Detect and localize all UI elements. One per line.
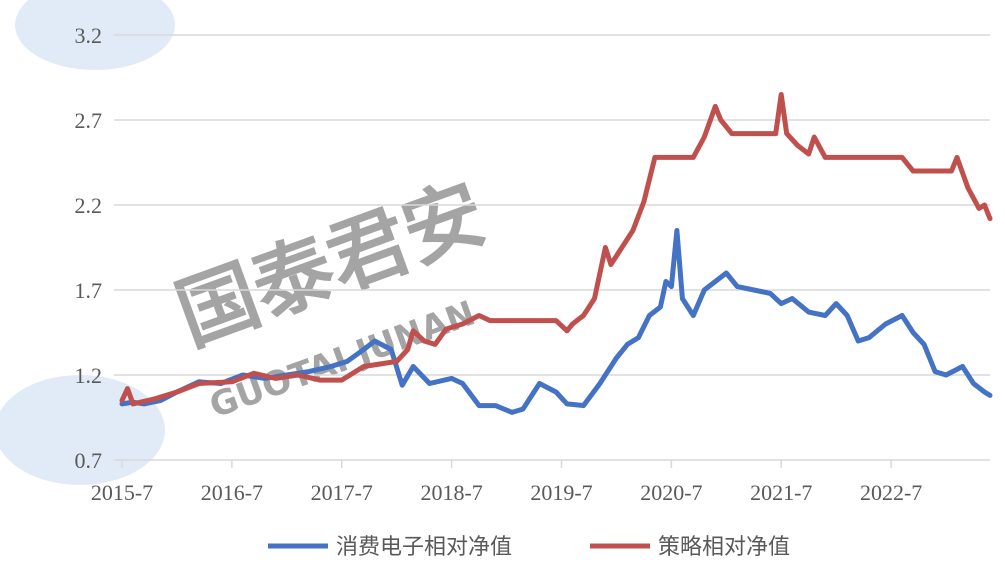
- series-lines: [119, 92, 993, 415]
- series-line-1: [119, 92, 993, 407]
- grid-lines: [114, 34, 990, 461]
- y-tick-label: 2.7: [75, 108, 103, 133]
- series-line-0: [119, 228, 993, 415]
- legend-label-strategy: 策略相对净值: [658, 534, 790, 559]
- legend: 消费电子相对净值 策略相对净值: [268, 534, 790, 559]
- x-tick-label: 2022-7: [860, 480, 922, 505]
- x-tick-label: 2016-7: [201, 480, 263, 505]
- watermark-swirl-top: [15, 0, 175, 70]
- y-tick-label: 1.7: [75, 278, 103, 303]
- y-axis-ticks: 0.7 1.2 1.7 2.2 2.7 3.2: [75, 23, 103, 473]
- legend-label-consumer-electronics: 消费电子相对净值: [336, 534, 512, 559]
- x-tick-label: 2018-7: [420, 480, 482, 505]
- x-tick-label: 2021-7: [750, 480, 812, 505]
- y-tick-label: 1.2: [75, 363, 103, 388]
- y-tick-label: 2.2: [75, 193, 103, 218]
- y-tick-label: 0.7: [75, 448, 103, 473]
- y-tick-label: 3.2: [75, 23, 103, 48]
- watermark-logo: 国泰君安 GUOTAI JUNAN: [0, 0, 497, 485]
- x-axis-ticks: 2015-7 2016-7 2017-7 2018-7 2019-7 2020-7 2021…: [91, 460, 922, 505]
- x-tick-label: 2019-7: [530, 480, 592, 505]
- x-tick-label: 2015-7: [91, 480, 153, 505]
- x-tick-label: 2020-7: [640, 480, 702, 505]
- x-tick-label: 2017-7: [311, 480, 373, 505]
